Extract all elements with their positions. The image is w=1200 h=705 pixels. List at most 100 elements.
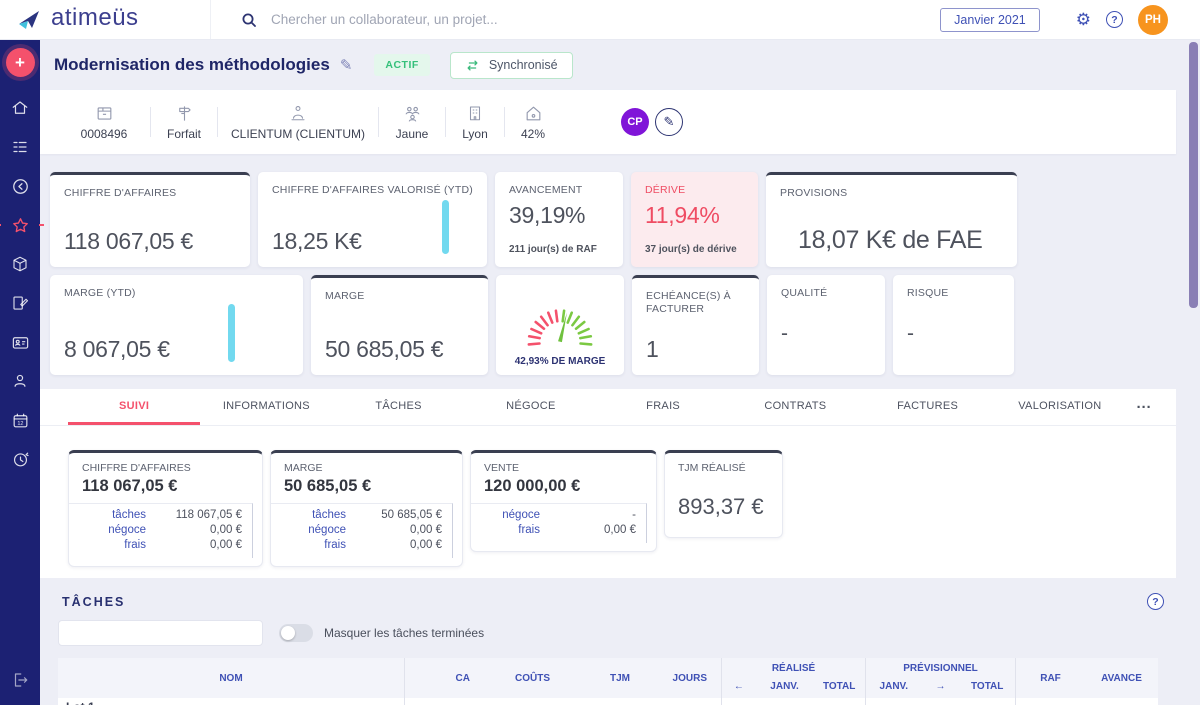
summary-value: 50 685,05 € xyxy=(284,477,372,495)
tab-frais[interactable]: FRAIS xyxy=(597,389,729,425)
sidebar-item-history-back[interactable] xyxy=(9,175,31,197)
hide-completed-toggle[interactable] xyxy=(279,624,313,642)
next-month-arrow[interactable]: → xyxy=(935,680,946,692)
tab-contrats[interactable]: CONTRATS xyxy=(729,389,861,425)
list-icon xyxy=(13,141,27,153)
breakdown-value: 0,00 € xyxy=(210,539,242,551)
kpi-value: 1 xyxy=(646,336,659,362)
sidebar-item-favorites[interactable] xyxy=(0,214,44,236)
column-header-raf[interactable]: RAF xyxy=(1015,658,1085,698)
sync-label: Synchronisé xyxy=(488,58,558,72)
breakdown-value: 0,00 € xyxy=(604,524,636,536)
summary-card-marge: MARGE 50 685,05 € tâches 50 685,05 € négo… xyxy=(270,450,463,567)
tasks-help-icon[interactable]: ? xyxy=(1147,593,1164,610)
breakdown-name: négoce xyxy=(308,524,346,536)
sidebar-item-collaborators[interactable] xyxy=(9,370,31,392)
logout-icon xyxy=(14,673,28,687)
edit-title-pencil-icon[interactable]: ✎ xyxy=(339,57,353,74)
task-row-cell xyxy=(1015,698,1158,705)
project-type: Forfait xyxy=(166,127,201,141)
column-header-jours[interactable]: JOURS xyxy=(672,672,707,684)
tab-taches[interactable]: TÂCHES xyxy=(333,389,465,425)
column-header-ca[interactable]: CA xyxy=(404,658,484,698)
id-card-icon xyxy=(12,336,28,349)
toggle-knob xyxy=(281,626,295,640)
summary-card-tjm-realise: TJM RÉALISÉ 893,37 € xyxy=(664,450,783,538)
sidebar-item-home[interactable] xyxy=(9,97,31,119)
sidebar-item-logout[interactable] xyxy=(9,669,31,691)
task-filter-input[interactable] xyxy=(58,620,263,646)
kpi-subtext: 211 jour(s) de RAF xyxy=(509,244,597,255)
period-button[interactable]: Janvier 2021 xyxy=(940,7,1040,32)
sidebar: + xyxy=(0,40,44,705)
column-header-avance[interactable]: AVANCE xyxy=(1101,672,1142,684)
summary-label: TJM RÉALISÉ xyxy=(678,462,746,474)
main-content: Modernisation des méthodologies ✎ ACTIF … xyxy=(40,40,1200,705)
column-header-tjm[interactable]: TJM xyxy=(610,672,630,684)
person-icon xyxy=(14,374,26,387)
column-header-nom[interactable]: NOM xyxy=(219,672,243,684)
client-pin-icon xyxy=(291,106,305,121)
kpi-card-chiffre-affaires: CHIFFRE D'AFFAIRES 118 067,05 € xyxy=(50,172,250,267)
user-avatar[interactable]: PH xyxy=(1138,4,1168,35)
kpi-subtext: 37 jour(s) de dérive xyxy=(645,244,737,255)
divider xyxy=(504,107,505,137)
prev-month-arrow[interactable]: ← xyxy=(733,680,744,692)
info-item-type: Forfait xyxy=(151,103,217,141)
atimeus-logo-icon xyxy=(19,10,39,29)
edit-manager-button[interactable]: ✎ xyxy=(655,108,683,136)
breakdown-name: frais xyxy=(324,539,346,551)
column-header-prev-janv[interactable]: JANV. xyxy=(879,680,909,692)
kpi-label: ECHÉANCE(S) À FACTURER xyxy=(646,290,731,315)
package-icon xyxy=(13,256,27,272)
sidebar-item-tasks[interactable] xyxy=(9,292,31,314)
project-info-bar: 0008496 Forfait CLIENTUM (CLIENTUM) Jaun… xyxy=(40,90,1176,154)
tab-valorisation[interactable]: VALORISATION xyxy=(994,389,1126,425)
breakdown-value: 0,00 € xyxy=(410,524,442,536)
tasks-controls: Masquer les tâches terminées xyxy=(58,620,1158,646)
sidebar-item-products[interactable] xyxy=(9,253,31,275)
divider xyxy=(445,107,446,137)
column-group-realise: RÉALISÉ ← JANV. TOTAL xyxy=(721,658,865,698)
breakdown-name: négoce xyxy=(502,509,540,521)
sync-button[interactable]: Synchronisé xyxy=(449,51,573,79)
tab-informations[interactable]: INFORMATIONS xyxy=(200,389,332,425)
summary-value: 120 000,00 € xyxy=(484,477,581,495)
settings-gear-icon[interactable]: ⚙ xyxy=(1075,10,1091,29)
column-header-realise-janv[interactable]: JANV. xyxy=(770,680,799,692)
summary-value: 118 067,05 € xyxy=(82,477,178,495)
breakdown-value: 118 067,05 € xyxy=(175,509,242,521)
sidebar-item-time-machine[interactable] xyxy=(9,448,31,470)
column-header-realise-total[interactable]: TOTAL xyxy=(822,680,856,692)
column-header-prev-total[interactable]: TOTAL xyxy=(970,680,1004,692)
kpi-label: MARGE (YTD) xyxy=(64,287,136,299)
tab-factures[interactable]: FACTURES xyxy=(862,389,994,425)
breakdown-value: 0,00 € xyxy=(410,539,442,551)
column-header-couts[interactable]: COÛTS xyxy=(515,672,550,684)
tasks-table-header: NOM CA COÛTS TJM JOURS RÉALISÉ ← JANV. T… xyxy=(58,658,1158,698)
tab-negoce[interactable]: NÉGOCE xyxy=(465,389,597,425)
summary-breakdown: négoce - frais 0,00 € xyxy=(471,503,647,543)
summary-breakdown: tâches 118 067,05 € négoce 0,00 € frais 0,0… xyxy=(69,503,253,558)
search-input[interactable] xyxy=(271,12,631,27)
breakdown-name: frais xyxy=(518,524,540,536)
tabs-more-button[interactable]: ··· xyxy=(1126,389,1162,425)
kpi-row-2: MARGE (YTD) 8 067,05 € MARGE 50 685,05 € xyxy=(40,275,1200,375)
tab-suivi[interactable]: SUIVI xyxy=(68,389,201,425)
sidebar-item-badge[interactable] xyxy=(9,331,31,353)
kpi-card-marge-ytd: MARGE (YTD) 8 067,05 € xyxy=(50,275,303,375)
breakdown-name: négoce xyxy=(108,524,146,536)
scrollbar-thumb[interactable] xyxy=(1189,42,1198,308)
kpi-value: 39,19% xyxy=(509,202,586,228)
logo-text: atimeüs xyxy=(51,4,139,31)
kpi-value: - xyxy=(781,322,788,345)
svg-text:12: 12 xyxy=(17,420,23,426)
sidebar-item-projects[interactable] xyxy=(9,136,31,158)
project-manager-avatar[interactable]: CP xyxy=(621,108,649,136)
sidebar-item-planning[interactable]: 12 xyxy=(9,409,31,431)
task-row[interactable]: Lot 1 xyxy=(58,698,1158,705)
help-icon[interactable]: ? xyxy=(1106,11,1123,28)
add-button[interactable]: + xyxy=(5,48,35,77)
info-item-code: 0008496 xyxy=(58,103,150,141)
divider xyxy=(378,107,379,137)
